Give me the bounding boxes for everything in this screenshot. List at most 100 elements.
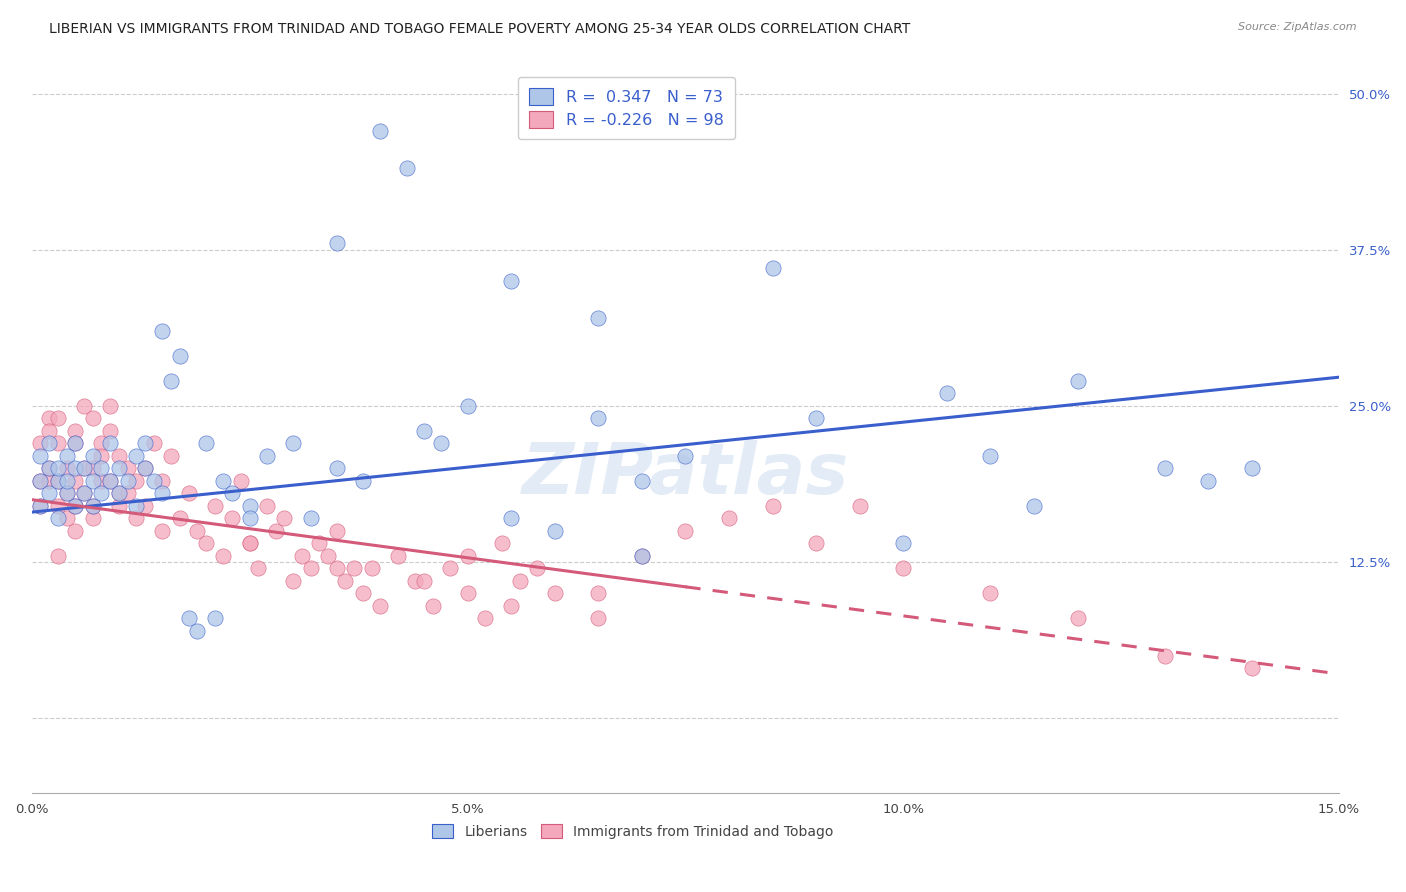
Point [630, 549, 652, 563]
Point [134, 436, 156, 450]
Point [239, 499, 262, 513]
Point [239, 511, 262, 525]
Point [422, 599, 444, 613]
Point [239, 536, 262, 550]
Point [457, 399, 479, 413]
Point [55, 461, 77, 475]
Point [38, 436, 60, 450]
Point [891, 561, 914, 575]
Point [65, 424, 87, 438]
Point [283, 436, 305, 450]
Point [65, 499, 87, 513]
Point [387, 549, 409, 563]
Point [186, 524, 208, 538]
Point [125, 511, 148, 525]
Point [30, 499, 52, 513]
Point [82, 511, 104, 525]
Point [98, 474, 121, 488]
Point [1066, 611, 1088, 625]
Point [1197, 474, 1219, 488]
Point [90, 449, 112, 463]
Point [169, 349, 191, 363]
Point [221, 486, 243, 500]
Point [761, 499, 783, 513]
Point [891, 536, 914, 550]
Point [848, 499, 870, 513]
Text: ZIPatlas: ZIPatlas [522, 440, 849, 509]
Point [82, 499, 104, 513]
Point [90, 474, 112, 488]
Point [326, 524, 349, 538]
Point [413, 424, 436, 438]
Point [82, 499, 104, 513]
Point [177, 611, 200, 625]
Point [73, 461, 96, 475]
Point [90, 436, 112, 450]
Point [195, 436, 218, 450]
Point [98, 436, 121, 450]
Point [229, 474, 252, 488]
Point [509, 574, 531, 588]
Point [1022, 499, 1045, 513]
Point [142, 474, 165, 488]
Point [979, 586, 1001, 600]
Point [316, 549, 339, 563]
Point [395, 161, 418, 176]
Point [90, 461, 112, 475]
Point [55, 474, 77, 488]
Point [1153, 461, 1175, 475]
Point [142, 436, 165, 450]
Point [82, 461, 104, 475]
Point [98, 424, 121, 438]
Point [1066, 374, 1088, 388]
Legend: Liberians, Immigrants from Trinidad and Tobago: Liberians, Immigrants from Trinidad and … [427, 819, 839, 845]
Point [239, 536, 262, 550]
Point [152, 524, 174, 538]
Point [38, 474, 60, 488]
Point [491, 536, 513, 550]
Point [543, 586, 565, 600]
Point [979, 449, 1001, 463]
Point [38, 411, 60, 425]
Point [343, 561, 366, 575]
Point [1153, 648, 1175, 663]
Point [370, 124, 392, 138]
Point [98, 474, 121, 488]
Point [586, 411, 609, 425]
Point [413, 574, 436, 588]
Point [326, 236, 349, 251]
Point [65, 474, 87, 488]
Point [46, 549, 69, 563]
Point [439, 561, 461, 575]
Point [673, 449, 696, 463]
Point [308, 536, 330, 550]
Point [501, 599, 523, 613]
Point [204, 611, 226, 625]
Point [195, 536, 218, 550]
Point [152, 474, 174, 488]
Point [586, 586, 609, 600]
Point [38, 461, 60, 475]
Point [125, 449, 148, 463]
Point [46, 436, 69, 450]
Point [404, 574, 426, 588]
Point [82, 474, 104, 488]
Point [586, 311, 609, 326]
Point [586, 611, 609, 625]
Point [204, 499, 226, 513]
Point [125, 474, 148, 488]
Point [273, 511, 295, 525]
Point [526, 561, 548, 575]
Point [212, 474, 235, 488]
Text: LIBERIAN VS IMMIGRANTS FROM TRINIDAD AND TOBAGO FEMALE POVERTY AMONG 25-34 YEAR : LIBERIAN VS IMMIGRANTS FROM TRINIDAD AND… [49, 22, 911, 37]
Point [73, 486, 96, 500]
Point [38, 486, 60, 500]
Point [935, 386, 957, 401]
Point [335, 574, 357, 588]
Point [221, 511, 243, 525]
Point [73, 399, 96, 413]
Point [152, 486, 174, 500]
Point [247, 561, 270, 575]
Point [630, 474, 652, 488]
Point [264, 524, 287, 538]
